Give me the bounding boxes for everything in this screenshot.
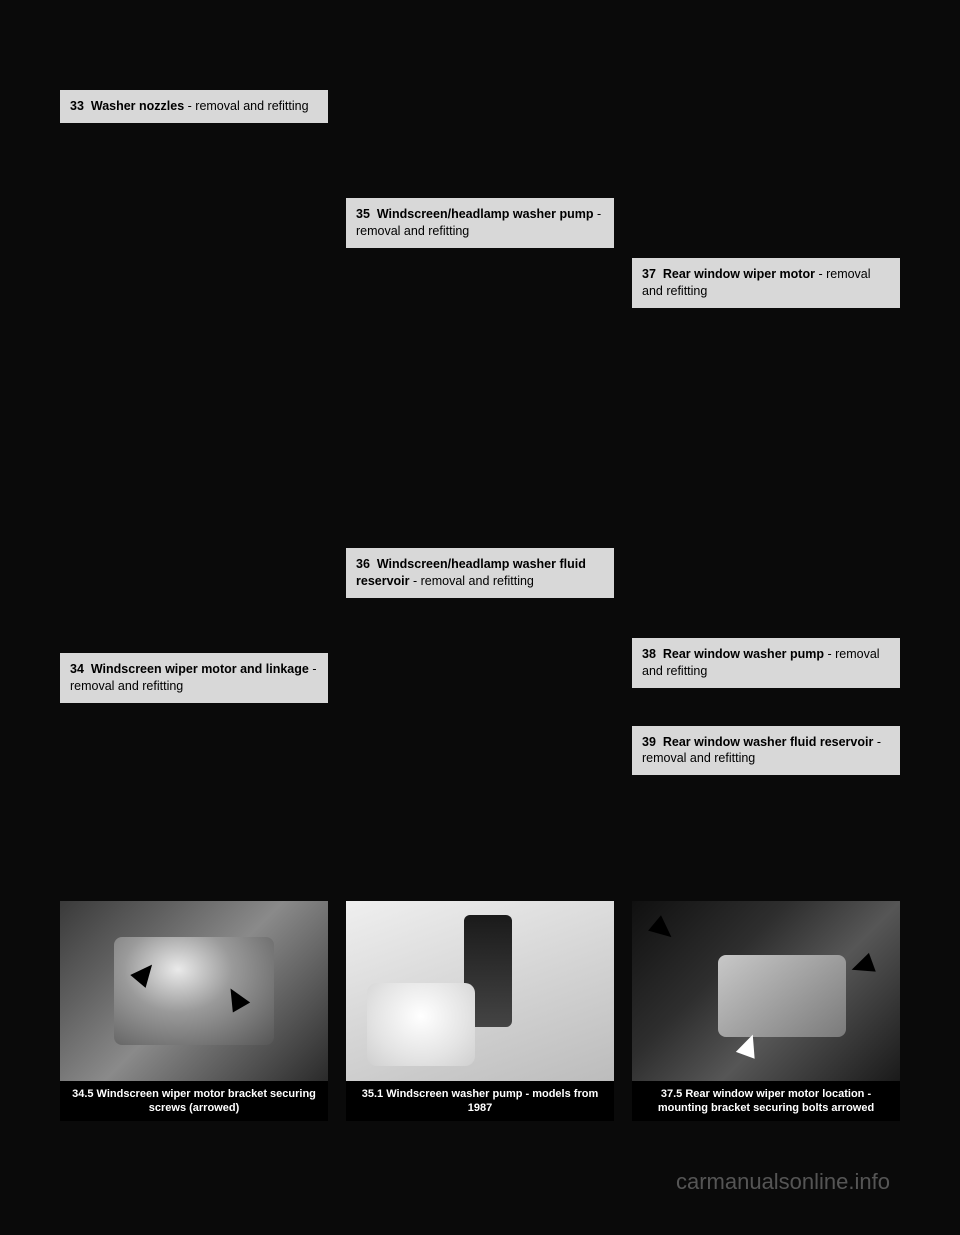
section-37-header: 37 Rear window wiper motor - removal and… <box>632 258 900 308</box>
section-35-num: 35 <box>356 207 370 221</box>
figure-37-5-caption: 37.5 Rear window wiper motor location - … <box>632 1081 900 1122</box>
figure-34-5-caption: 34.5 Windscreen wiper motor bracket secu… <box>60 1081 328 1122</box>
section-34-header: 34 Windscreen wiper motor and linkage - … <box>60 653 328 703</box>
column-3: 37 Rear window wiper motor - removal and… <box>632 90 900 873</box>
section-37-num: 37 <box>642 267 656 281</box>
section-36-num: 36 <box>356 557 370 571</box>
section-37-title-bold: Rear window wiper motor <box>663 267 815 281</box>
figure-37-5-image <box>632 901 900 1081</box>
section-33-num: 33 <box>70 99 84 113</box>
watermark-text: carmanualsonline.info <box>676 1169 890 1195</box>
section-33-title-rest: - removal and refitting <box>184 99 308 113</box>
section-34-num: 34 <box>70 662 84 676</box>
column-1: 33 Washer nozzles - removal and refittin… <box>60 90 328 873</box>
figure-35-1-image <box>346 901 614 1081</box>
figure-34-5-image <box>60 901 328 1081</box>
section-33-title-bold: Washer nozzles <box>91 99 184 113</box>
section-34-title-bold: Windscreen wiper motor and linkage <box>91 662 309 676</box>
figure-35-1: 35.1 Windscreen washer pump - models fro… <box>346 901 614 1122</box>
section-39-header: 39 Rear window washer fluid reservoir - … <box>632 726 900 776</box>
section-38-header: 38 Rear window washer pump - removal and… <box>632 638 900 688</box>
section-38-title-bold: Rear window washer pump <box>663 647 824 661</box>
section-36-header: 36 Windscreen/headlamp washer fluid rese… <box>346 548 614 598</box>
section-39-num: 39 <box>642 735 656 749</box>
manual-page: 33 Washer nozzles - removal and refittin… <box>0 0 960 1235</box>
figure-37-5: 37.5 Rear window wiper motor location - … <box>632 901 900 1122</box>
section-36-title-rest: - removal and refitting <box>410 574 534 588</box>
section-35-header: 35 Windscreen/headlamp washer pump - rem… <box>346 198 614 248</box>
figures-row: 34.5 Windscreen wiper motor bracket secu… <box>0 901 960 1122</box>
section-33-header: 33 Washer nozzles - removal and refittin… <box>60 90 328 123</box>
text-columns: 33 Washer nozzles - removal and refittin… <box>0 0 960 893</box>
figure-35-1-caption: 35.1 Windscreen washer pump - models fro… <box>346 1081 614 1122</box>
section-38-num: 38 <box>642 647 656 661</box>
column-2: 35 Windscreen/headlamp washer pump - rem… <box>346 90 614 873</box>
section-39-title-bold: Rear window washer fluid reservoir <box>663 735 873 749</box>
figure-34-5: 34.5 Windscreen wiper motor bracket secu… <box>60 901 328 1122</box>
section-35-title-bold: Windscreen/headlamp washer pump <box>377 207 594 221</box>
